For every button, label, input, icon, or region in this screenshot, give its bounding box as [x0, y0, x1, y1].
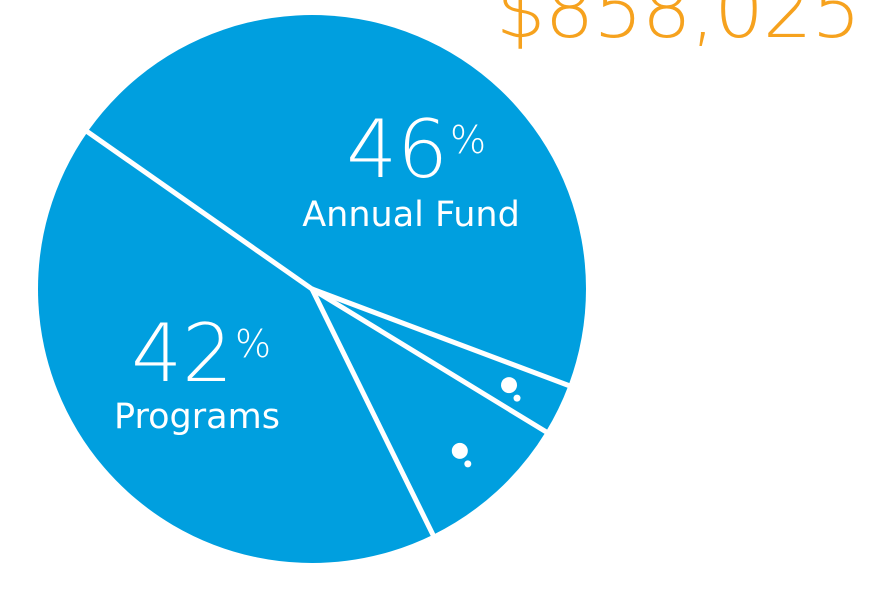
programs-percent-sign: %: [235, 322, 271, 366]
slice-label-programs: 42 % Programs: [114, 307, 280, 437]
slice-divider: [309, 286, 551, 436]
annual-fund-label: Annual Fund: [302, 195, 520, 235]
slice-divider: [309, 286, 573, 389]
slice-divider: [83, 128, 315, 292]
pie-dividers: [83, 128, 573, 540]
pie-slice-programs: [37, 131, 433, 564]
slice-marker-dot: [451, 442, 468, 459]
annual-fund-percent-number: 46: [346, 103, 448, 196]
total-amount: $858,025: [496, 0, 861, 56]
annual-fund-percent-sign: %: [450, 118, 486, 162]
pie-slices: [37, 15, 586, 564]
slice-marker-dot: [501, 377, 518, 394]
slice-marker-dot-small: [513, 394, 521, 402]
slice-marker-dot-small: [464, 460, 472, 468]
slice-divider: [309, 286, 437, 540]
programs-label: Programs: [114, 397, 280, 437]
pie-slice-annual-fund: [87, 15, 586, 386]
small-slice-markers: [451, 377, 521, 468]
slice-label-annual-fund: 46 % Annual Fund: [302, 103, 520, 235]
pie-slice-unlabeled-2: [312, 289, 546, 535]
pie-slice-unlabeled-1: [312, 289, 569, 432]
programs-percent-number: 42: [131, 307, 233, 400]
